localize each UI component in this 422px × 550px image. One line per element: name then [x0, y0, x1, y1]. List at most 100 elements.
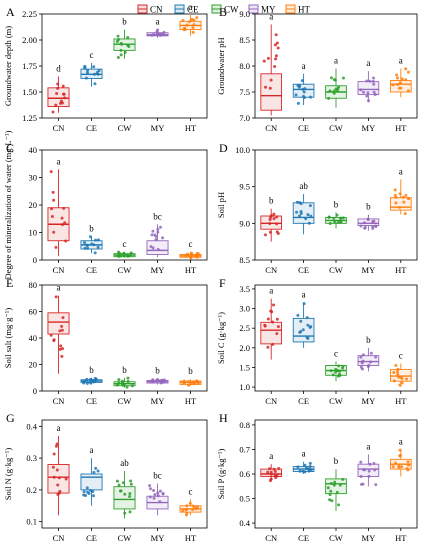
data-point — [298, 469, 302, 473]
data-point — [359, 224, 363, 228]
data-point — [400, 465, 404, 469]
box-ht: a — [389, 56, 412, 98]
significance-letter: b — [122, 365, 127, 375]
y-tick-label: 7.0 — [239, 113, 250, 123]
data-point — [187, 383, 191, 387]
data-point — [56, 86, 60, 90]
data-point — [275, 222, 279, 226]
box-my: bc — [146, 471, 169, 516]
data-point — [129, 482, 133, 486]
y-axis-label: Degree of mineralization of water (mg·L⁻… — [3, 130, 13, 279]
y-tick-label: 0.4 — [26, 421, 37, 431]
box-cw: b — [113, 365, 136, 389]
data-point — [392, 379, 396, 383]
significance-letter: a — [399, 436, 403, 446]
significance-letter: a — [269, 286, 273, 296]
data-point — [156, 491, 160, 495]
x-tick-label: CE — [298, 123, 309, 133]
data-point — [60, 354, 64, 358]
data-point — [121, 481, 125, 485]
data-point — [333, 220, 337, 224]
data-point — [400, 77, 404, 81]
data-point — [336, 87, 340, 91]
data-point — [402, 200, 406, 204]
data-point — [406, 463, 410, 467]
data-point — [195, 16, 199, 20]
significance-letter: c — [399, 351, 403, 361]
data-point — [96, 245, 100, 249]
data-point — [368, 79, 372, 83]
significance-letter: a — [302, 449, 306, 459]
data-point — [371, 226, 375, 230]
significance-letter: a — [189, 2, 193, 12]
data-point — [361, 359, 365, 363]
data-point — [406, 89, 410, 93]
data-point — [296, 101, 300, 105]
data-point — [329, 482, 333, 486]
box-ce: a — [292, 290, 315, 348]
y-tick-label: 8.0 — [239, 61, 250, 71]
data-point — [60, 223, 64, 227]
data-point — [406, 70, 410, 74]
data-point — [184, 253, 188, 257]
data-point — [58, 347, 62, 351]
data-point — [359, 460, 363, 464]
data-point — [86, 246, 90, 250]
y-tick-label: 10 — [29, 228, 38, 238]
data-point — [95, 71, 99, 75]
data-point — [156, 230, 160, 234]
data-point — [277, 467, 281, 471]
data-point — [269, 214, 273, 218]
significance-letter: b — [366, 202, 371, 212]
data-point — [302, 302, 306, 306]
box-ht: b — [179, 366, 202, 387]
data-point — [92, 470, 96, 474]
data-point — [362, 221, 366, 225]
data-point — [63, 221, 67, 225]
data-point — [116, 55, 120, 59]
data-point — [92, 65, 96, 69]
box-my: b — [357, 202, 380, 231]
box-ht: c — [389, 351, 412, 388]
box-ce: a — [292, 449, 315, 474]
data-point — [195, 379, 199, 383]
data-point — [193, 505, 197, 509]
data-point — [294, 93, 298, 97]
x-tick-label: HT — [185, 533, 197, 543]
significance-letter: bc — [153, 211, 162, 221]
data-point — [156, 378, 160, 382]
data-point — [366, 99, 370, 103]
data-point — [92, 243, 96, 247]
data-point — [192, 23, 196, 27]
data-point — [85, 243, 89, 247]
y-tick-label: 0.1 — [26, 517, 37, 527]
data-point — [158, 489, 162, 493]
data-point — [328, 89, 332, 93]
data-point — [151, 246, 155, 250]
data-point — [295, 210, 299, 214]
panel-letter: H — [219, 411, 228, 425]
data-point — [93, 380, 97, 384]
data-point — [372, 90, 376, 94]
data-point — [308, 325, 312, 329]
data-point — [126, 35, 130, 39]
data-point — [264, 85, 268, 89]
iqr-box — [389, 368, 412, 382]
data-point — [274, 33, 278, 37]
y-tick-label: 20 — [29, 360, 38, 370]
data-point — [362, 90, 366, 94]
data-point — [185, 507, 189, 511]
x-tick-label: HT — [185, 123, 197, 133]
data-point — [156, 247, 160, 251]
y-tick-label: 3.5 — [239, 284, 250, 294]
data-point — [394, 195, 398, 199]
data-point — [57, 476, 61, 480]
data-point — [334, 370, 338, 374]
data-point — [93, 82, 97, 86]
data-point — [89, 377, 93, 381]
significance-letter: b — [155, 365, 160, 375]
y-axis-label: Soil C (g·kg⁻¹) — [216, 312, 226, 364]
data-point — [62, 206, 66, 210]
panel-c: C 0 10 20 30 40 Degree of mineralization of wa… — [3, 130, 208, 279]
x-tick-label: CN — [265, 533, 277, 543]
